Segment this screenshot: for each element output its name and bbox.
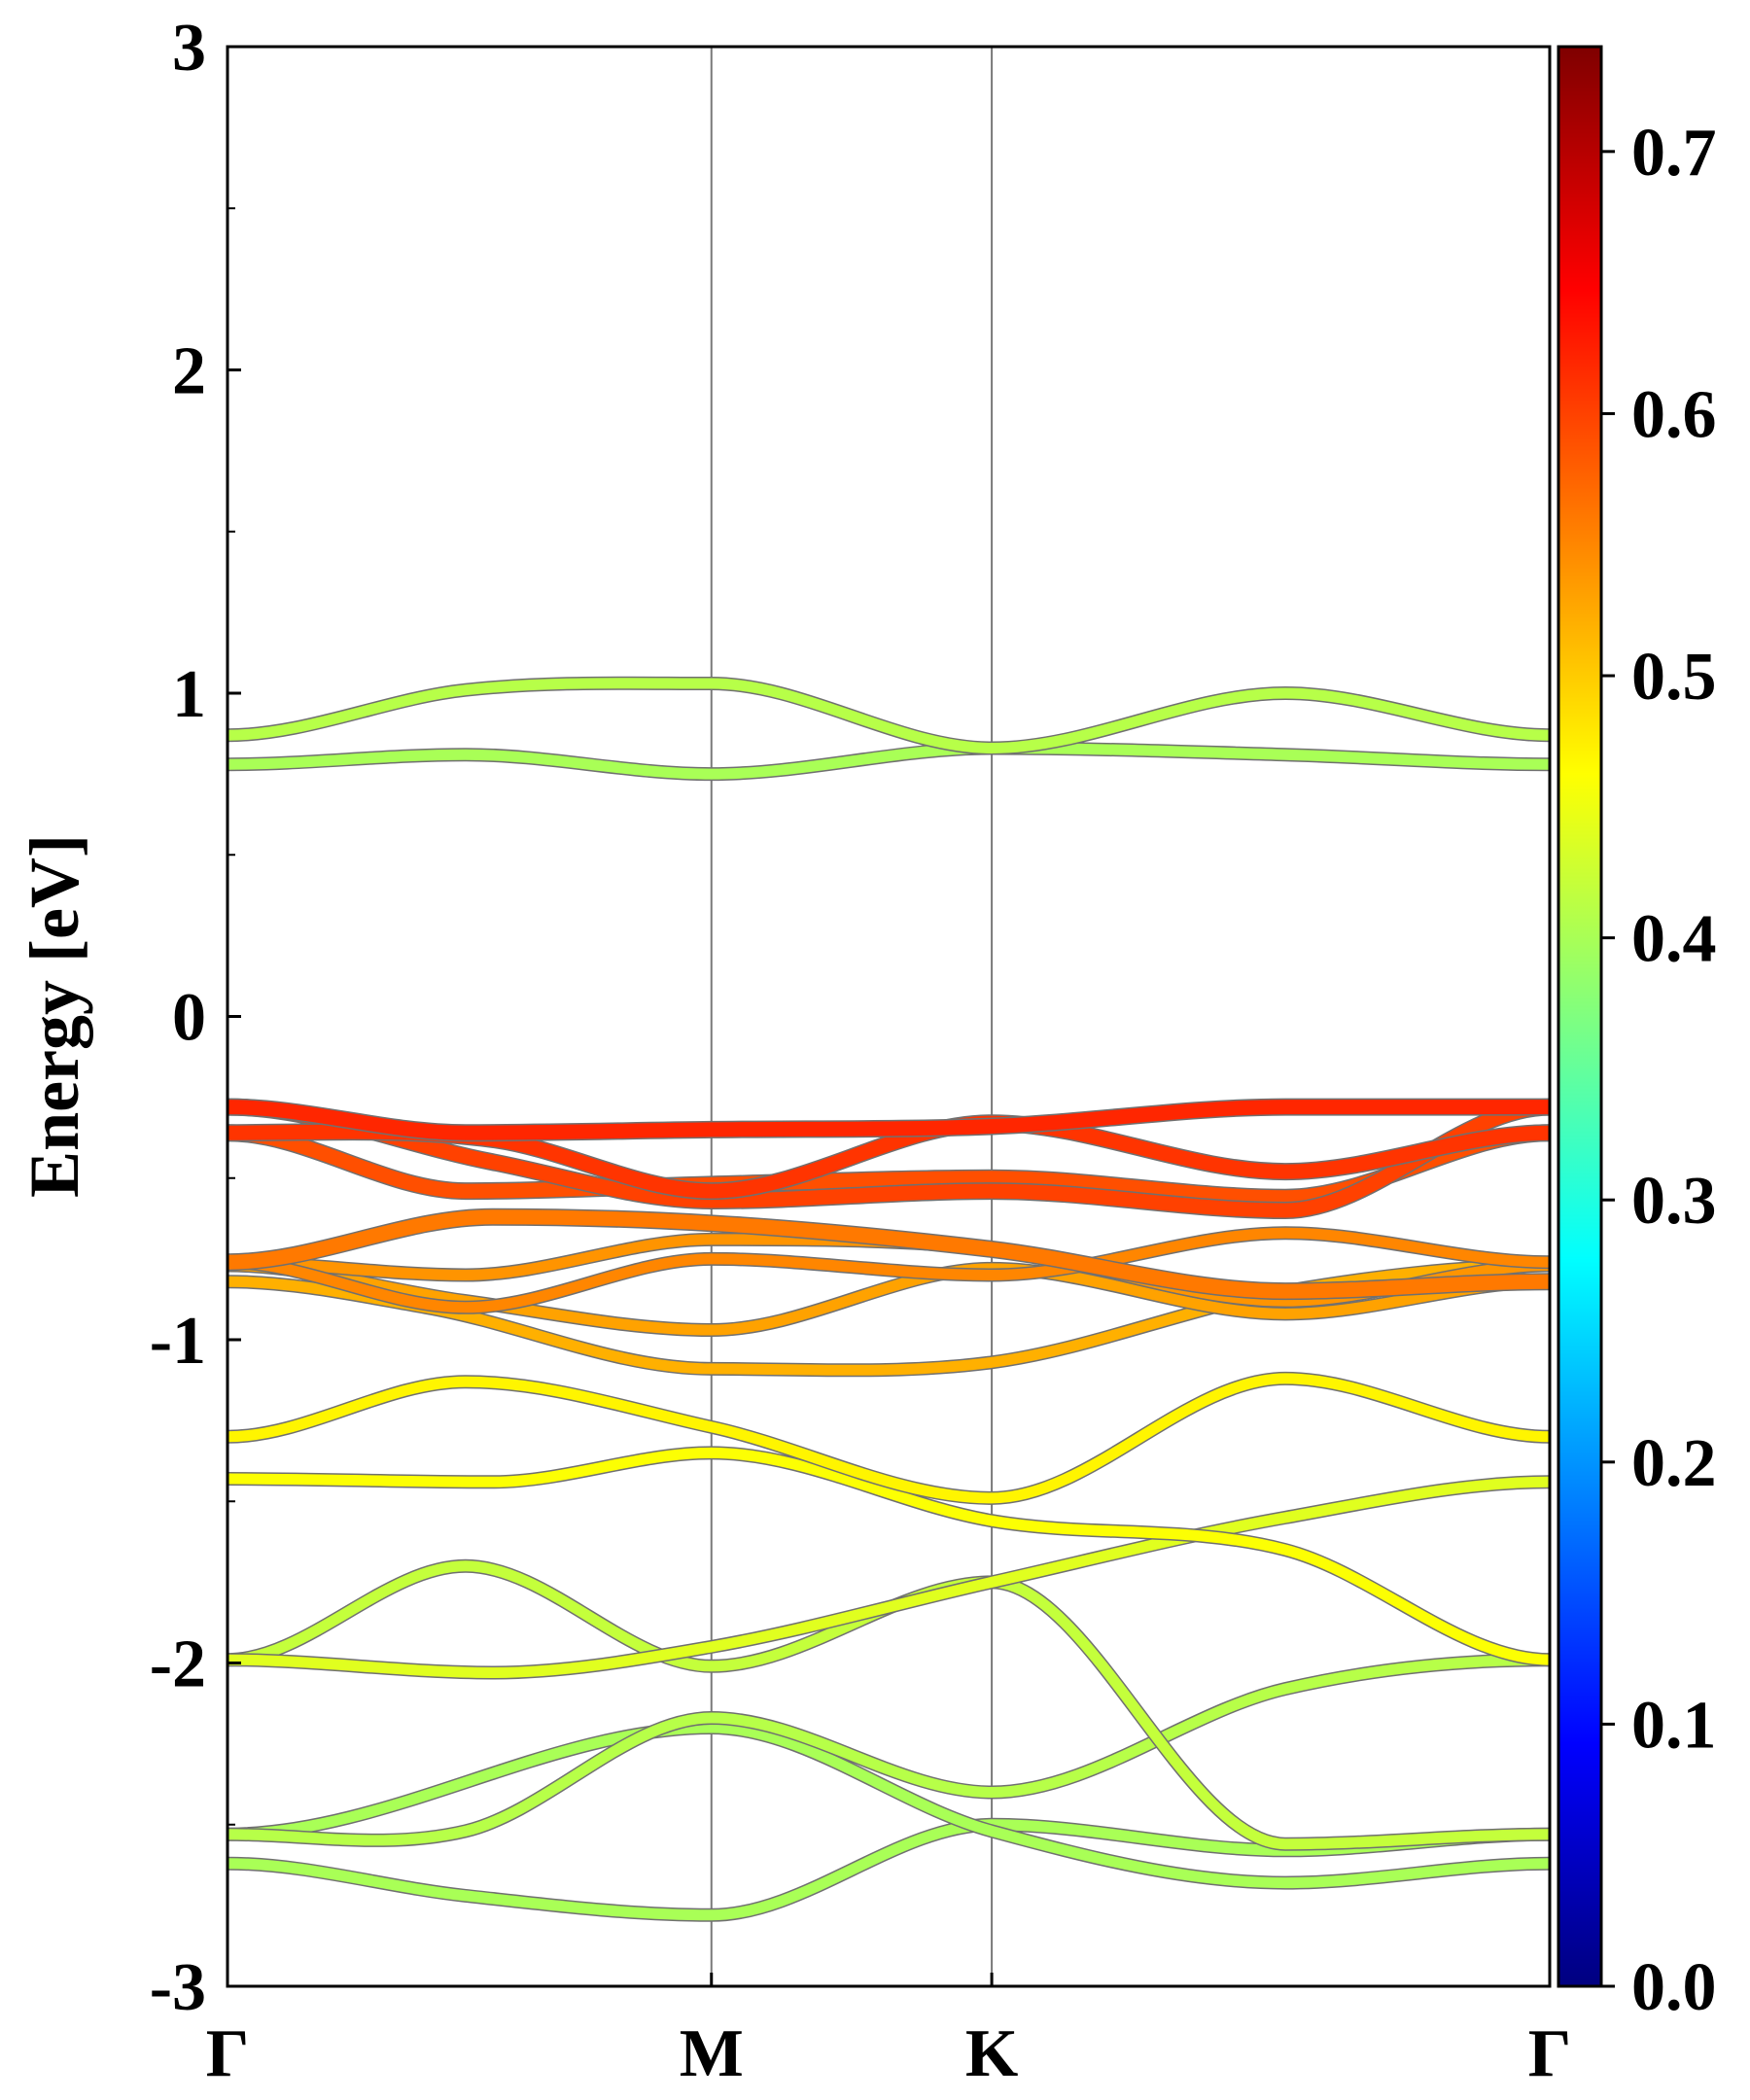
- y-tick-label: -1: [150, 1304, 206, 1379]
- colorbar-tick-label: 0.6: [1631, 377, 1717, 452]
- colorbar-tick-label: 0.4: [1631, 902, 1717, 977]
- band-14: [228, 1098, 1550, 1220]
- colorbar-tick-label: 0.5: [1631, 640, 1717, 715]
- colorbar: 0.7 0.6 0.5 0.4 0.3 0.2 0.1 0.0: [1557, 45, 1717, 2025]
- y-tick-label: 1: [172, 657, 206, 732]
- band-11: [228, 1226, 1550, 1314]
- x-tick-label: Γ: [206, 2016, 250, 2091]
- y-tick-label: 3: [172, 11, 206, 86]
- band-line: [228, 1100, 1550, 1140]
- y-axis-label: Energy [eV]: [16, 834, 93, 1198]
- band-line: [228, 1125, 1550, 1206]
- band-2: [228, 1720, 1550, 1890]
- band-line: [228, 1476, 1550, 1679]
- band-line: [228, 1100, 1550, 1218]
- band-line: [228, 742, 1550, 780]
- band-line: [228, 1209, 1550, 1299]
- band-16: [228, 1098, 1550, 1142]
- colorbar-gradient: [1557, 45, 1603, 1988]
- x-tick-label: M: [680, 2016, 744, 2091]
- colorbar-tick-label: 0.3: [1631, 1164, 1717, 1239]
- band-9: [228, 1258, 1550, 1338]
- colorbar-tick-label: 0.2: [1631, 1426, 1717, 1501]
- band-13: [228, 1124, 1550, 1207]
- band-6: [228, 1446, 1550, 1667]
- band-line: [228, 678, 1550, 754]
- band-7: [228, 1371, 1550, 1505]
- y-tick-label: 2: [172, 334, 206, 409]
- band-17: [228, 741, 1550, 782]
- band-line: [228, 1373, 1550, 1504]
- band-line: [228, 1654, 1550, 1846]
- x-tick-label: K: [965, 2016, 1018, 2091]
- colorbar-tick-label: 0.0: [1631, 1950, 1717, 2025]
- band-3: [228, 1653, 1550, 1847]
- y-tick-label: -3: [150, 1950, 206, 2025]
- band-line: [228, 1227, 1550, 1313]
- band-12: [228, 1208, 1550, 1301]
- y-axis: 3 2 1 0 -1 -2 -3: [150, 11, 241, 2025]
- colorbar-tick-label: 0.1: [1631, 1688, 1717, 1763]
- band-5: [228, 1475, 1550, 1680]
- y-tick-label: -2: [150, 1628, 206, 1702]
- y-tick-label: 0: [172, 981, 206, 1056]
- band-line: [228, 1260, 1550, 1336]
- x-tick-label: Γ: [1528, 2016, 1572, 2091]
- band-18: [228, 676, 1550, 755]
- band-line: [228, 1722, 1550, 1889]
- bands-layer: [228, 676, 1550, 1922]
- colorbar-tick-label: 0.7: [1631, 116, 1717, 191]
- band-line: [228, 1447, 1550, 1665]
